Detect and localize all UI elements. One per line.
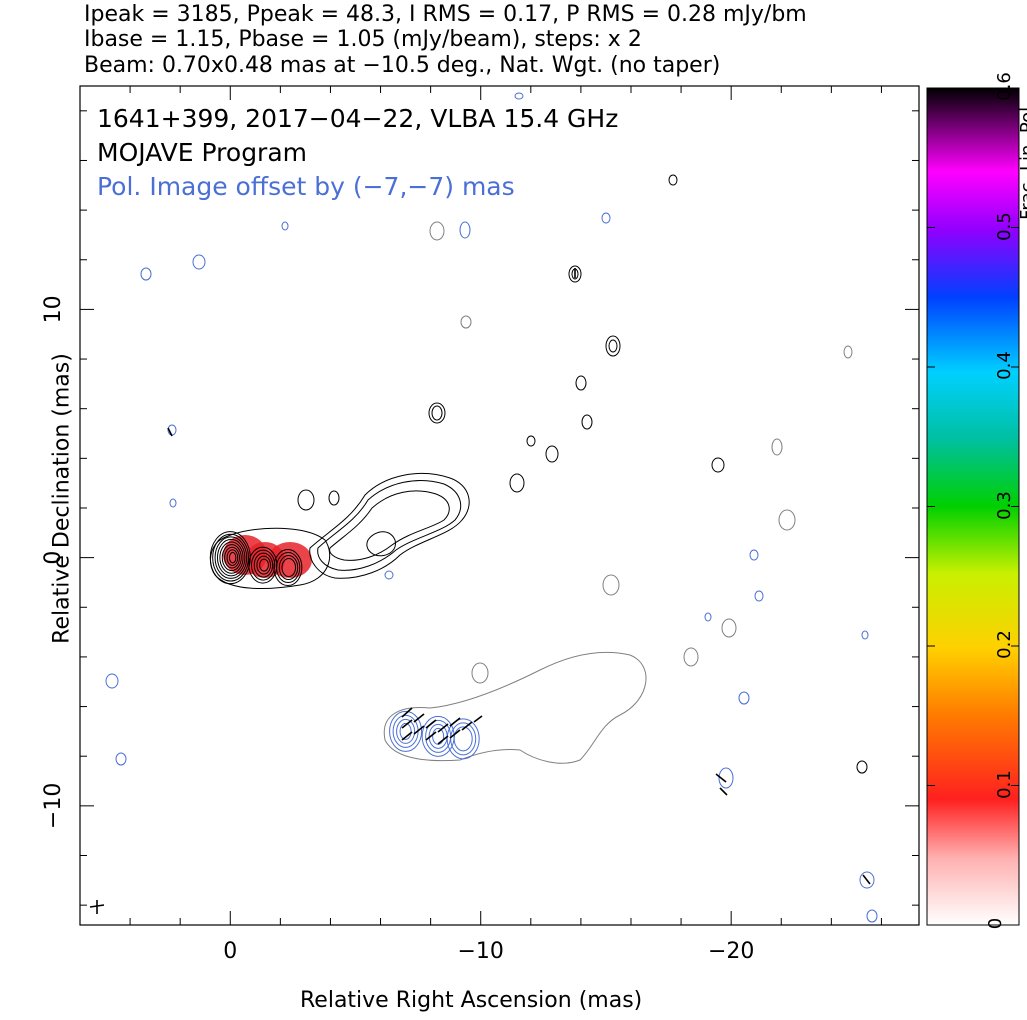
colorbar-tick-label: 0.5: [993, 211, 1015, 241]
core-contour: [216, 538, 246, 577]
y-axis-label: Relative Declination (mas): [49, 353, 75, 644]
y-tick-label: 10: [41, 295, 66, 323]
colorbar: [926, 87, 1020, 926]
pol-contour: [389, 710, 423, 752]
colorbar-tick-label: 0: [985, 917, 1007, 930]
core-contour: [212, 533, 249, 582]
offset-note: Pol. Image offset by (−7,−7) mas: [97, 172, 515, 201]
core-envelope: [210, 527, 331, 590]
x-tick-label: −10: [457, 939, 503, 964]
axis-ticks: [79, 86, 919, 925]
core-contour: [224, 546, 240, 569]
core-contour: [281, 558, 297, 578]
evpa-ticks: [89, 268, 871, 914]
core-contour: [251, 549, 276, 581]
pol-contour: [453, 726, 473, 752]
source-label: 1641+399, 2017−04−22, VLBA 15.4 GHz: [97, 104, 619, 133]
axis-tick-labels: 0 −10 −20 −10 0 10: [41, 295, 754, 964]
core-contour: [273, 549, 303, 587]
colorbar-title: Frac. Lin. Pol.: [1016, 101, 1027, 220]
pol-contours: [389, 710, 480, 760]
core-contour: [278, 555, 299, 581]
header-line-1: Ipeak = 3185, Ppeak = 48.3, I RMS = 0.17…: [84, 2, 807, 27]
jet-contours: [297, 174, 868, 774]
pol-contour: [396, 718, 416, 744]
x-tick-label: 0: [223, 939, 237, 964]
pol-noise-contours: [105, 92, 878, 923]
colorbar-tick-label: 0.4: [993, 351, 1015, 380]
colorbar-ticks: [927, 87, 1019, 926]
pol-contour: [446, 718, 480, 760]
header-line-3: Beam: 0.70x0.48 mas at −10.5 deg., Nat. …: [84, 53, 721, 78]
core-contour: [259, 558, 269, 572]
pol-contour: [399, 722, 412, 740]
y-tick-label: 0: [41, 551, 66, 565]
offset-total-contour: [383, 221, 853, 764]
x-tick-label: −20: [708, 939, 754, 964]
program-label: MOJAVE Program: [97, 138, 308, 167]
pol-contour: [432, 727, 445, 745]
core-contour: [219, 541, 244, 574]
core-contour: [256, 555, 272, 575]
colorbar-tick-label: 0.3: [993, 490, 1015, 520]
plot-frame: [79, 85, 920, 926]
core-contour: [226, 549, 239, 566]
image-layer: [89, 92, 878, 923]
core-contour: [221, 544, 242, 572]
core-contours: [209, 527, 331, 590]
core-contour: [214, 536, 248, 579]
header-line-2: Ibase = 1.15, Pbase = 1.05 (mJy/beam), s…: [84, 27, 642, 52]
pol-contour: [450, 722, 477, 756]
core-contour: [276, 552, 301, 584]
colorbar-tick-label: 0.6: [993, 72, 1015, 101]
core-contour: [253, 552, 274, 578]
colorbar-tick-label: 0.2: [993, 630, 1015, 659]
pol-contour: [421, 715, 455, 757]
colorbar-tick-label: 0.1: [993, 769, 1015, 799]
x-axis-label: Relative Right Ascension (mas): [300, 988, 643, 1013]
y-tick-label: −10: [41, 783, 66, 829]
core-contour: [228, 551, 237, 564]
